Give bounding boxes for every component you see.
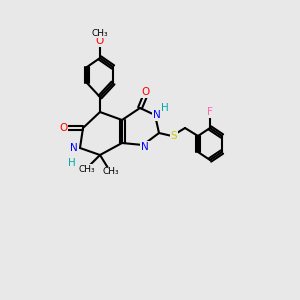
Text: N: N	[141, 142, 149, 152]
Text: CH₃: CH₃	[92, 28, 108, 38]
Text: O: O	[59, 123, 67, 133]
Text: F: F	[207, 107, 213, 117]
Text: S: S	[171, 131, 177, 141]
Text: H: H	[161, 103, 169, 113]
Text: CH₃: CH₃	[103, 167, 119, 176]
Text: CH₃: CH₃	[79, 164, 95, 173]
Text: N: N	[70, 143, 78, 153]
Text: H: H	[68, 158, 76, 168]
Text: N: N	[153, 110, 161, 120]
Text: O: O	[96, 36, 104, 46]
Text: O: O	[141, 87, 149, 97]
